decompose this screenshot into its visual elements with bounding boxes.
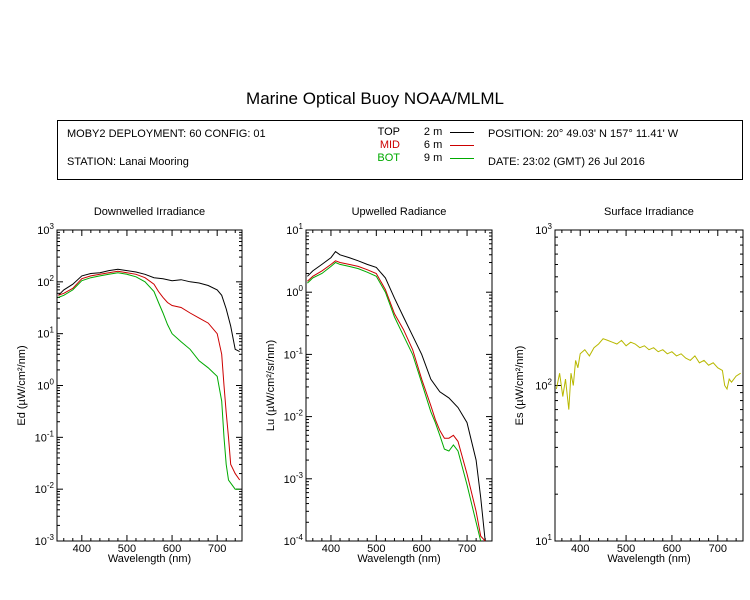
y-tick-label: 101 xyxy=(37,326,54,341)
x-axis-label: Wavelength (nm) xyxy=(357,553,440,565)
legend-unit: m xyxy=(433,126,443,138)
x-tick-label: 400 xyxy=(571,543,589,555)
y-tick-label: 10-1 xyxy=(35,429,55,444)
plot-frame xyxy=(56,229,243,542)
y-axis-label: Lu (µW/cm²/sr/nm) xyxy=(265,340,277,431)
date-text: DATE: 23:02 (GMT) 26 Jul 2016 xyxy=(488,156,645,168)
y-tick-label: 10-2 xyxy=(284,409,304,424)
y-tick-label: 10-4 xyxy=(284,533,304,548)
y-tick-label: 10-1 xyxy=(284,346,304,361)
station-text: STATION: Lanai Mooring xyxy=(67,156,189,168)
y-axis-label: Es (µW/cm²/nm) xyxy=(514,346,526,426)
legend-item-top: TOP 2 m xyxy=(366,126,475,138)
legend-label: BOT xyxy=(377,152,400,164)
series-line-mid xyxy=(307,260,486,542)
x-tick-label: 700 xyxy=(458,543,476,555)
x-tick-label: 400 xyxy=(322,543,340,555)
y-tick-label: 102 xyxy=(535,378,552,393)
series-line-es xyxy=(555,338,741,410)
legend-swatch xyxy=(450,144,475,146)
info-panel: MOBY2 DEPLOYMENT: 60 CONFIG: 01 STATION:… xyxy=(57,120,743,180)
x-tick-label: 600 xyxy=(163,543,181,555)
series-line-bot xyxy=(307,261,482,542)
legend-item-mid: MID 6 m xyxy=(366,139,475,151)
x-tick-label: 600 xyxy=(413,543,431,555)
legend-depth: 6 xyxy=(423,139,430,151)
y-tick-label: 101 xyxy=(286,222,303,237)
y-axis-label: Ed (µW/cm²/nm) xyxy=(16,345,28,425)
x-tick-label: 700 xyxy=(208,543,226,555)
x-tick-label: 700 xyxy=(709,543,727,555)
series-line-mid xyxy=(58,270,241,481)
y-tick-label: 103 xyxy=(37,222,54,237)
x-tick-label: 600 xyxy=(663,543,681,555)
y-tick-label: 100 xyxy=(37,378,54,393)
plot-frame xyxy=(554,229,744,542)
page-title: Marine Optical Buoy NOAA/MLML xyxy=(246,89,504,108)
panel-title: Surface Irradiance xyxy=(604,206,694,218)
legend-label: MID xyxy=(379,139,400,151)
y-tick-label: 103 xyxy=(535,222,552,237)
panel-title: Upwelled Radiance xyxy=(352,206,447,218)
series-line-top xyxy=(58,268,240,353)
x-tick-label: 500 xyxy=(118,543,136,555)
panel-title: Downwelled Irradiance xyxy=(94,206,205,218)
y-tick-label: 101 xyxy=(535,533,552,548)
y-tick-label: 10-3 xyxy=(35,533,55,548)
y-tick-label: 10-3 xyxy=(284,471,304,486)
legend-unit: m xyxy=(433,139,443,151)
series-line-bot xyxy=(58,272,240,490)
legend-depth: 2 xyxy=(423,126,430,138)
legend-depth: 9 xyxy=(423,152,430,164)
y-tick-label: 100 xyxy=(286,284,303,299)
x-axis-label: Wavelength (nm) xyxy=(607,553,690,565)
legend-item-bot: BOT 9 m xyxy=(366,152,475,164)
x-tick-label: 500 xyxy=(617,543,635,555)
x-tick-label: 400 xyxy=(73,543,91,555)
deployment-text: MOBY2 DEPLOYMENT: 60 CONFIG: 01 xyxy=(67,128,266,140)
position-text: POSITION: 20° 49.03' N 157° 11.41' W xyxy=(488,128,679,140)
y-tick-label: 102 xyxy=(37,274,54,289)
x-axis-label: Wavelength (nm) xyxy=(108,553,191,565)
series-line-top xyxy=(307,250,486,542)
legend-label: TOP xyxy=(377,126,400,138)
legend-swatch xyxy=(450,157,475,159)
plot-frame xyxy=(305,229,493,542)
x-tick-label: 500 xyxy=(367,543,385,555)
y-tick-label: 10-2 xyxy=(35,481,55,496)
legend-swatch xyxy=(450,131,475,133)
legend-unit: m xyxy=(433,152,443,164)
